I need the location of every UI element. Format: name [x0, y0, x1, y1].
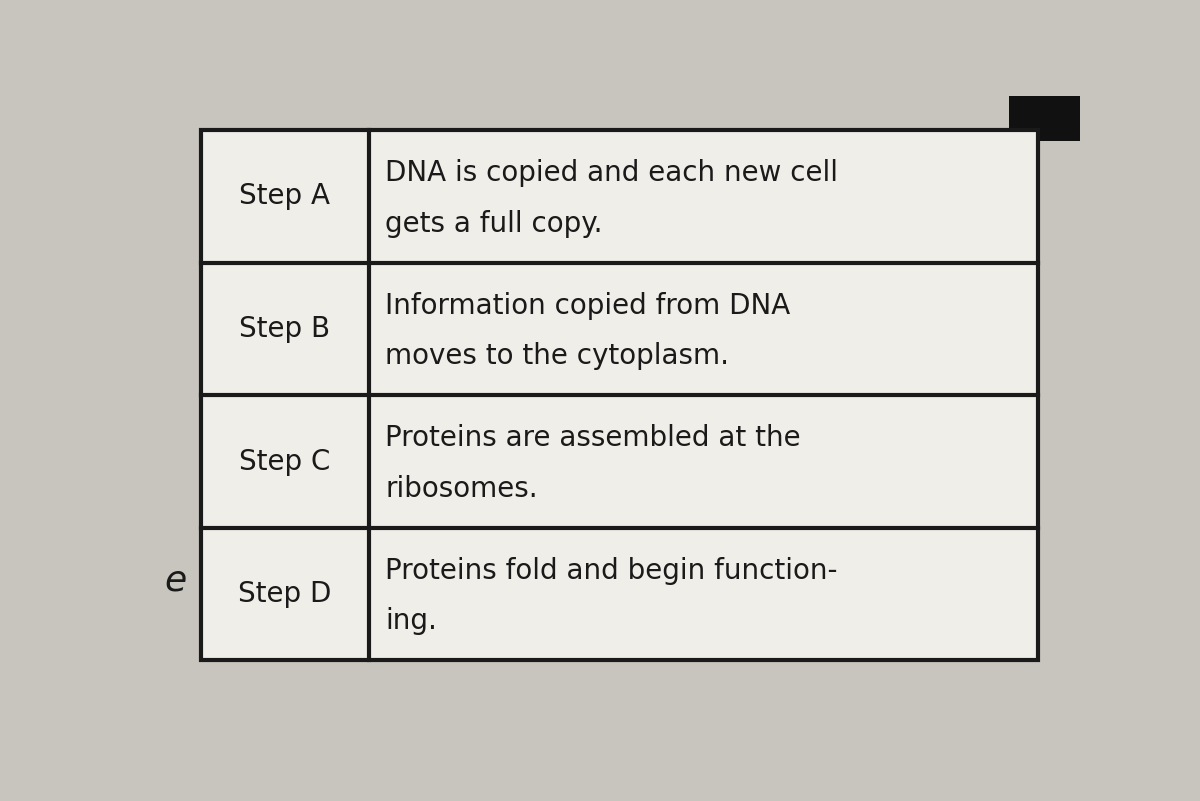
Text: Proteins are assembled at the: Proteins are assembled at the: [385, 425, 800, 453]
Text: ribosomes.: ribosomes.: [385, 475, 538, 503]
Text: Proteins fold and begin function-: Proteins fold and begin function-: [385, 557, 838, 585]
Text: ing.: ing.: [385, 607, 437, 635]
Text: Step A: Step A: [239, 183, 330, 211]
Bar: [1009, 96, 1080, 140]
Text: e: e: [164, 564, 186, 598]
Text: Information copied from DNA: Information copied from DNA: [385, 292, 791, 320]
Text: gets a full copy.: gets a full copy.: [385, 210, 602, 238]
Text: DNA is copied and each new cell: DNA is copied and each new cell: [385, 159, 839, 187]
Bar: [202, 130, 1038, 661]
Text: moves to the cytoplasm.: moves to the cytoplasm.: [385, 342, 730, 370]
Text: Step D: Step D: [238, 580, 331, 608]
Text: Step C: Step C: [239, 448, 330, 476]
Text: Step B: Step B: [239, 315, 330, 343]
